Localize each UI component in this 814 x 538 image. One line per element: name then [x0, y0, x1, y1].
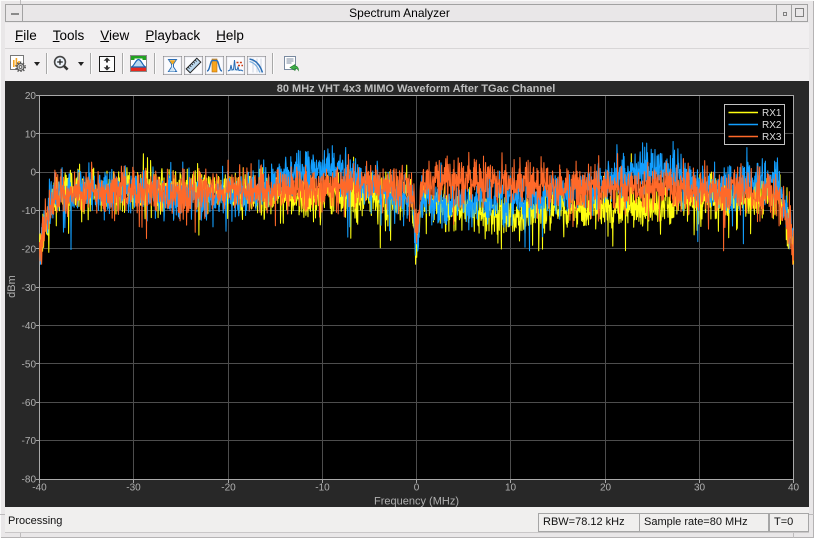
svg-text:40: 40: [788, 482, 800, 493]
svg-text:RX1: RX1: [762, 108, 782, 119]
svg-text:10: 10: [505, 482, 517, 493]
svg-text:-40: -40: [22, 321, 37, 332]
svg-text:-30: -30: [126, 482, 141, 493]
svg-text:20: 20: [600, 482, 612, 493]
svg-text:-60: -60: [22, 398, 37, 409]
svg-text:RX2: RX2: [762, 120, 782, 131]
svg-text:-20: -20: [221, 482, 236, 493]
svg-text:RX3: RX3: [762, 132, 782, 143]
svg-text:0: 0: [30, 168, 36, 179]
svg-text:20: 20: [25, 91, 37, 102]
svg-text:dBm: dBm: [6, 275, 18, 298]
svg-text:-10: -10: [315, 482, 330, 493]
svg-text:-70: -70: [22, 436, 37, 447]
svg-text:10: 10: [25, 129, 37, 140]
svg-text:-80: -80: [22, 475, 37, 486]
svg-text:-40: -40: [32, 482, 47, 493]
svg-text:-50: -50: [22, 359, 37, 370]
svg-text:-30: -30: [22, 283, 37, 294]
svg-text:-20: -20: [22, 244, 37, 255]
svg-text:30: 30: [694, 482, 706, 493]
svg-text:-10: -10: [22, 206, 37, 217]
svg-text:0: 0: [414, 482, 420, 493]
svg-text:80 MHz VHT 4x3 MIMO Waveform A: 80 MHz VHT 4x3 MIMO Waveform After TGac …: [277, 83, 556, 95]
svg-text:Frequency (MHz): Frequency (MHz): [374, 496, 459, 508]
